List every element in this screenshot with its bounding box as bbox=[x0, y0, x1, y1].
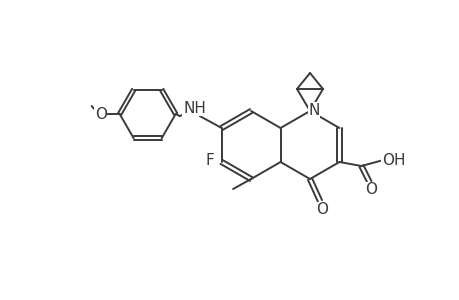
Text: O: O bbox=[315, 202, 327, 217]
Text: F: F bbox=[205, 152, 213, 167]
Text: O: O bbox=[95, 106, 106, 122]
Text: NH: NH bbox=[183, 100, 206, 116]
Text: N: N bbox=[308, 103, 319, 118]
Text: OH: OH bbox=[381, 152, 404, 167]
Text: O: O bbox=[364, 182, 377, 197]
Text: O: O bbox=[315, 202, 327, 217]
Text: N: N bbox=[308, 103, 319, 118]
Text: O: O bbox=[95, 106, 106, 122]
Text: O: O bbox=[364, 182, 377, 197]
Text: OH: OH bbox=[381, 152, 404, 167]
Text: F: F bbox=[205, 152, 213, 167]
Text: NH: NH bbox=[183, 100, 206, 116]
